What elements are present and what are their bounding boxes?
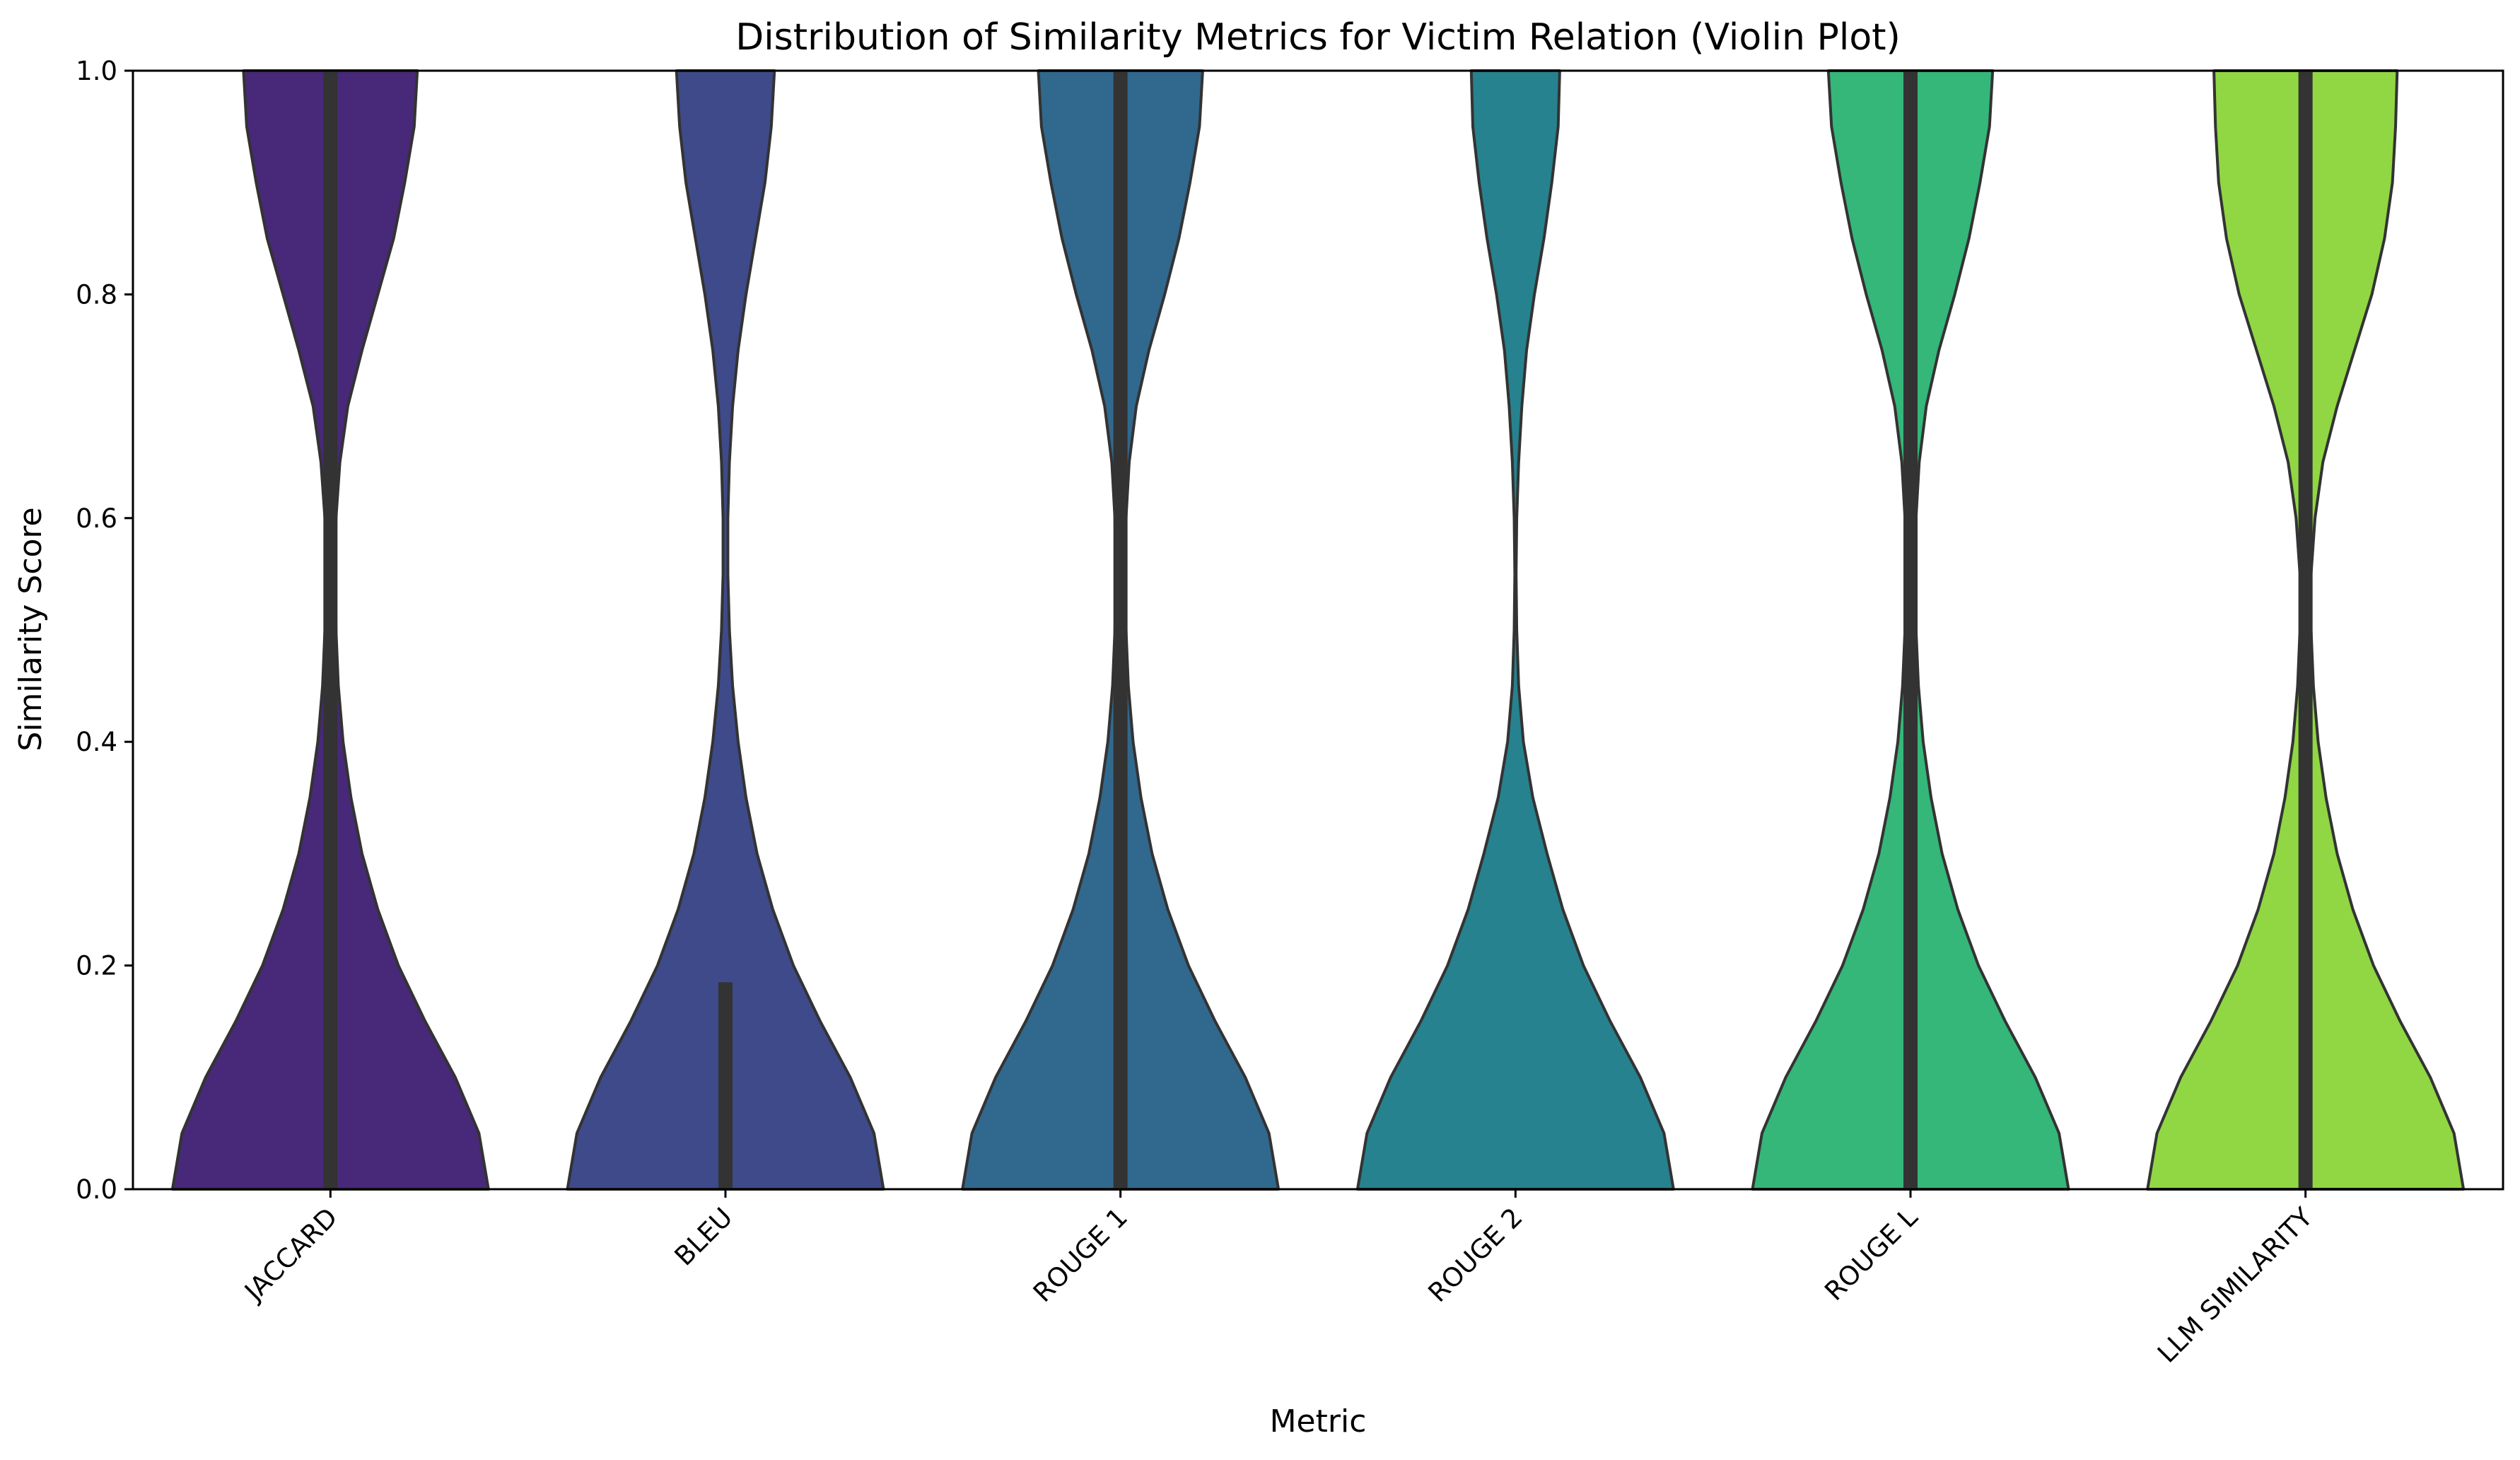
x-axis-label: Metric	[1270, 1403, 1367, 1439]
y-tick-label: 0.4	[76, 727, 117, 757]
violin-group	[170, 69, 2466, 1191]
iqr-bar-rouge-1	[1113, 71, 1128, 1189]
y-tick-label: 0.2	[76, 951, 117, 981]
y-tick-label: 0.8	[76, 279, 117, 310]
y-tick-label: 0.0	[76, 1174, 117, 1205]
y-tick-label: 0.6	[76, 503, 117, 534]
iqr-bar-bleu	[718, 982, 733, 1189]
y-tick-label: 1.0	[76, 56, 117, 86]
iqr-bar-jaccard	[323, 71, 338, 1189]
iqr-bar-rouge-l	[1903, 71, 1918, 1189]
chart-title: Distribution of Similarity Metrics for V…	[735, 16, 1901, 59]
y-axis-label: Similarity Score	[13, 507, 49, 751]
y-axis-ticks: 0.0 0.2 0.4 0.6 0.8 1.0	[76, 56, 133, 1205]
iqr-bar-llm-similarity	[2298, 71, 2313, 1189]
plot-frame	[132, 69, 2504, 1191]
